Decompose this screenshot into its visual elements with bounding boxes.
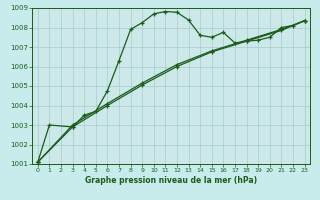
X-axis label: Graphe pression niveau de la mer (hPa): Graphe pression niveau de la mer (hPa) (85, 176, 257, 185)
